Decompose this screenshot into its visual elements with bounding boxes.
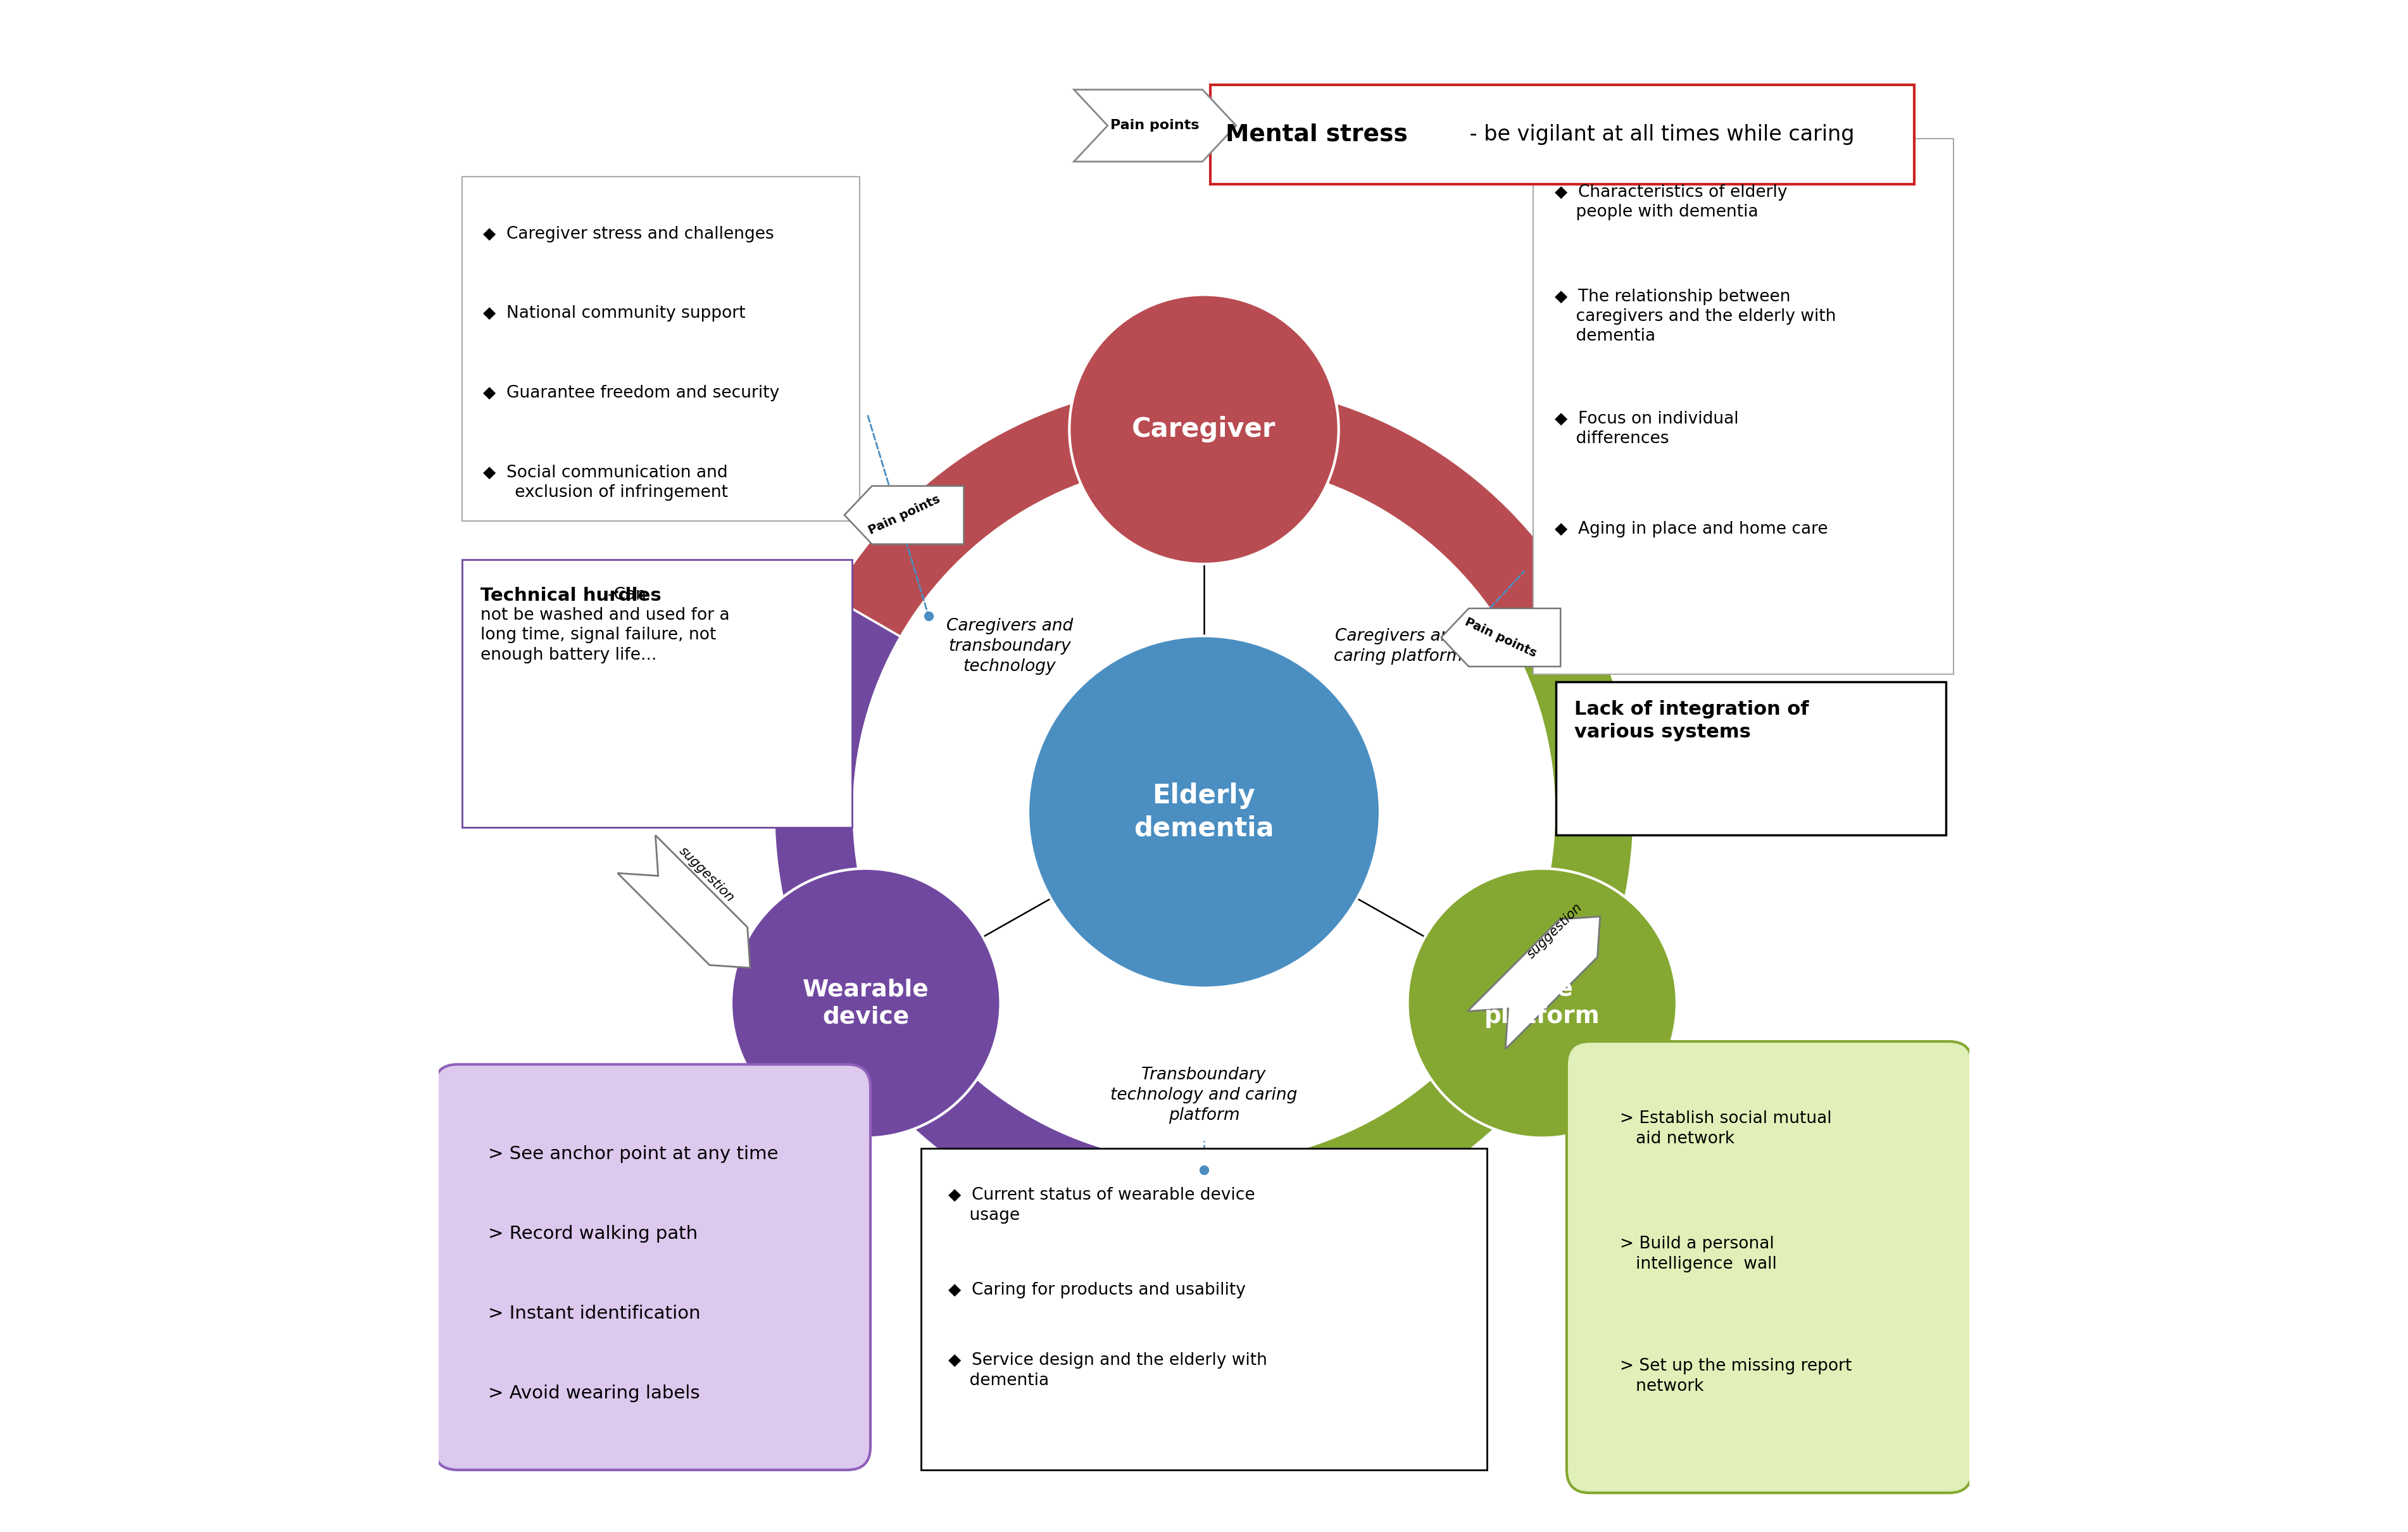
Text: Wearable
device: Wearable device — [802, 977, 929, 1028]
Polygon shape — [1466, 916, 1599, 1049]
Text: ◆  Social communication and
      exclusion of infringement: ◆ Social communication and exclusion of … — [484, 464, 727, 501]
FancyBboxPatch shape — [1568, 1042, 1972, 1492]
Text: Care
platform: Care platform — [1483, 977, 1599, 1028]
Text: > Avoid wearing labels: > Avoid wearing labels — [489, 1385, 701, 1402]
Text: Mental stress: Mental stress — [1226, 124, 1409, 146]
Circle shape — [1409, 869, 1676, 1138]
FancyBboxPatch shape — [462, 559, 852, 827]
Text: Transboundary
technology and caring
platform: Transboundary technology and caring plat… — [1110, 1066, 1298, 1123]
Text: > Establish social mutual
   aid network: > Establish social mutual aid network — [1621, 1111, 1832, 1147]
Text: Caregivers and
transboundary
technology: Caregivers and transboundary technology — [946, 617, 1074, 676]
FancyBboxPatch shape — [1211, 86, 1914, 184]
Text: ◆  Service design and the elderly with
    dementia: ◆ Service design and the elderly with de… — [949, 1353, 1267, 1390]
Text: > Record walking path: > Record walking path — [489, 1226, 698, 1242]
Text: - be vigilant at all times while caring: - be vigilant at all times while caring — [1462, 124, 1854, 146]
Text: suggestion: suggestion — [1524, 901, 1584, 961]
Text: ◆  Caring for products and usability: ◆ Caring for products and usability — [949, 1282, 1245, 1298]
Text: > Set up the missing report
   network: > Set up the missing report network — [1621, 1359, 1852, 1396]
Text: Pain points: Pain points — [867, 493, 942, 536]
Text: Caregivers and
caring platform: Caregivers and caring platform — [1334, 628, 1462, 665]
Polygon shape — [616, 835, 751, 968]
Text: Caregiver: Caregiver — [1132, 417, 1276, 443]
Text: > Build a personal
   intelligence  wall: > Build a personal intelligence wall — [1621, 1236, 1777, 1273]
Circle shape — [1028, 636, 1380, 988]
FancyBboxPatch shape — [1556, 682, 1946, 835]
Text: ◆  Guarantee freedom and security: ◆ Guarantee freedom and security — [484, 385, 780, 401]
FancyBboxPatch shape — [433, 1065, 869, 1469]
Text: Pain points: Pain points — [1464, 616, 1539, 659]
Circle shape — [732, 869, 999, 1138]
Text: suggestion: suggestion — [677, 844, 737, 904]
Polygon shape — [1074, 90, 1235, 161]
Text: Elderly
dementia: Elderly dementia — [1134, 783, 1274, 841]
Circle shape — [1069, 294, 1339, 564]
FancyBboxPatch shape — [920, 1149, 1488, 1469]
Text: ◆  Focus on individual
    differences: ◆ Focus on individual differences — [1556, 411, 1739, 447]
Text: ◆  Characteristics of elderly
    people with dementia: ◆ Characteristics of elderly people with… — [1556, 184, 1787, 221]
Text: ◆  Current status of wearable device
    usage: ◆ Current status of wearable device usag… — [949, 1187, 1255, 1224]
Polygon shape — [845, 486, 963, 544]
Text: ◆  Aging in place and home care: ◆ Aging in place and home care — [1556, 521, 1828, 538]
Text: ◆  Caregiver stress and challenges: ◆ Caregiver stress and challenges — [484, 225, 775, 242]
Text: ◆  The relationship between
    caregivers and the elderly with
    dementia: ◆ The relationship between caregivers an… — [1556, 288, 1835, 345]
FancyBboxPatch shape — [1534, 138, 1953, 674]
Wedge shape — [831, 381, 1577, 637]
Polygon shape — [1440, 608, 1560, 666]
Text: Technical hurdles: Technical hurdles — [479, 587, 662, 605]
Text: Pain points: Pain points — [1110, 119, 1199, 132]
Text: Lack of integration of
various systems: Lack of integration of various systems — [1575, 700, 1808, 741]
Text: -Can
not be washed and used for a
long time, signal failure, not
enough battery : -Can not be washed and used for a long t… — [479, 587, 730, 663]
FancyBboxPatch shape — [462, 176, 860, 521]
Wedge shape — [773, 597, 1204, 1242]
Text: > Instant identification: > Instant identification — [489, 1305, 701, 1322]
Wedge shape — [1204, 597, 1635, 1242]
Text: > See anchor point at any time: > See anchor point at any time — [489, 1146, 778, 1163]
Text: ◆  National community support: ◆ National community support — [484, 305, 746, 322]
